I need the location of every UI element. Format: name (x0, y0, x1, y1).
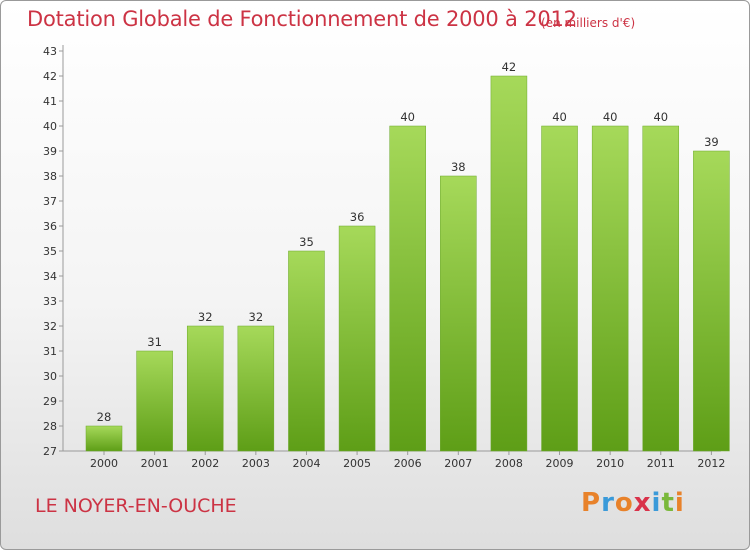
bar (389, 125, 426, 452)
y-tick-label: 37 (43, 195, 57, 208)
bar (642, 125, 680, 452)
y-tick-label: 43 (43, 45, 57, 58)
bar (440, 175, 477, 452)
y-tick-label: 31 (43, 345, 57, 358)
bar (490, 75, 528, 452)
bar (237, 325, 275, 452)
x-tick-label: 2012 (697, 457, 725, 470)
logo-letter: x (633, 488, 652, 518)
bar-value-label: 40 (400, 110, 415, 124)
bar-value-label: 31 (147, 335, 162, 349)
y-tick-label: 27 (43, 445, 57, 458)
bar (136, 350, 173, 452)
y-tick-label: 34 (43, 270, 57, 283)
bars: 28 31 32 32 35 36 40 38 42 40 40 40 39 (85, 60, 730, 452)
bar-value-label: 40 (552, 110, 567, 124)
bar-value-label: 40 (653, 110, 668, 124)
y-tick-label: 36 (43, 220, 57, 233)
x-tick-label: 2009 (546, 457, 574, 470)
logo-letter: r (601, 488, 615, 518)
x-tick-label: 2007 (444, 457, 472, 470)
x-tick-label: 2005 (343, 457, 371, 470)
y-tick-label: 42 (43, 70, 57, 83)
y-tick-label: 33 (43, 295, 57, 308)
bar (288, 250, 325, 452)
logo-letter: t (661, 488, 675, 518)
bar-value-label: 39 (704, 135, 719, 149)
axes: 27 28 29 30 31 32 33 34 35 36 37 38 39 40 41 42 43 2000 20… (43, 45, 725, 470)
x-tick-label: 2010 (596, 457, 624, 470)
x-tick-label: 2008 (495, 457, 523, 470)
logo-letter: P (581, 488, 602, 518)
chart-title: Dotation Globale de Fonctionnement de 20… (27, 7, 577, 31)
y-tick-label: 28 (43, 420, 57, 433)
y-tick-label: 35 (43, 245, 57, 258)
bar-value-label: 32 (198, 310, 213, 324)
x-tick-label: 2011 (647, 457, 675, 470)
bar (186, 325, 224, 452)
y-tick-label: 41 (43, 95, 57, 108)
logo-letter: i (651, 488, 662, 518)
bar (591, 125, 629, 452)
y-tick-label: 29 (43, 395, 57, 408)
chart-subtitle: (en milliers d'€) (541, 16, 636, 30)
x-tick-label: 2003 (242, 457, 270, 470)
x-tick-label: 2006 (394, 457, 422, 470)
y-tick-label: 32 (43, 320, 57, 333)
x-tick-label: 2002 (191, 457, 219, 470)
bar (693, 150, 730, 452)
place-name: LE NOYER-EN-OUCHE (35, 495, 237, 517)
logo-letter: o (614, 488, 634, 518)
x-tick-label: 2001 (141, 457, 169, 470)
bar-value-label: 42 (502, 60, 517, 74)
x-tick-label: 2000 (90, 457, 118, 470)
bar-value-label: 28 (97, 410, 112, 424)
bar (338, 225, 376, 452)
bar-value-label: 40 (603, 110, 618, 124)
y-tick-label: 40 (43, 120, 57, 133)
y-tick-label: 38 (43, 170, 57, 183)
y-tick-label: 30 (43, 370, 57, 383)
bar (85, 425, 123, 452)
x-tick-label: 2004 (292, 457, 320, 470)
bar-value-label: 32 (249, 310, 264, 324)
bar-value-label: 35 (299, 235, 314, 249)
bar-value-label: 38 (451, 160, 466, 174)
y-tick-label: 39 (43, 145, 57, 158)
logo-letter: i (674, 488, 685, 518)
bar (541, 125, 578, 452)
proxiti-logo: Proxiti (581, 488, 685, 518)
bar-value-label: 36 (350, 210, 365, 224)
